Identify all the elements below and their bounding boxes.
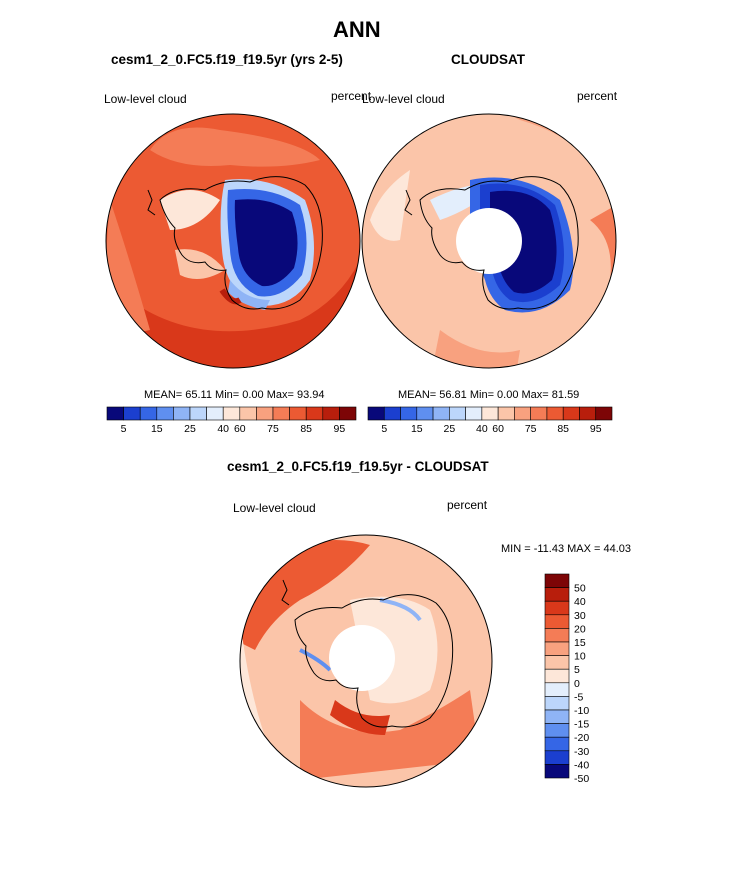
diff-variable-label: Low-level cloud [233,501,316,515]
diff-colorbar-swatch [544,764,570,779]
left-colorbar-swatch [322,406,340,421]
diff-colorbar-tick-label: -15 [574,719,589,731]
right-stats: MEAN= 56.81 Min= 0.00 Max= 81.59 [398,389,580,401]
left-colorbar-tick-label: 15 [151,423,163,435]
right-colorbar-swatch [383,406,401,421]
left-colorbar-tick-label: 85 [300,423,312,435]
right-colorbar-swatch [416,406,434,421]
left-colorbar-swatch [189,406,207,421]
diff-panel-title: cesm1_2_0.FC5.f19_f19.5yr - CLOUDSAT [227,459,489,474]
right-colorbar: 5 15 25 40 60 75 85 95 [367,406,613,435]
right-colorbar-swatch [481,406,499,421]
diff-colorbar-swatch [544,641,570,656]
left-colorbar-tick-label: 95 [334,423,346,435]
left-colorbar-tick-label: 40 [217,423,229,435]
diff-colorbar-swatch [544,736,570,752]
diff-colorbar-tick-label: 5 [574,664,580,676]
left-colorbar-swatch [256,406,274,421]
diff-colorbar-swatch [544,587,570,602]
diff-colorbar-swatch [544,614,570,629]
diff-colorbar-swatch [544,573,570,588]
diff-colorbar-swatch [544,696,570,711]
left-colorbar-swatch [222,406,241,421]
right-colorbar-tick-label: 95 [590,423,602,435]
right-colorbar-tick-label: 5 [381,423,387,435]
diff-colorbar-tick-label: 15 [574,637,586,649]
diff-units-label: percent [447,498,488,512]
left-colorbar-swatch [206,406,224,421]
right-colorbar-swatch [595,406,613,421]
diff-colorbar-tick-label: -30 [574,746,589,758]
right-colorbar-swatch [530,406,548,421]
diff-colorbar-swatch [544,668,570,684]
diff-colorbar-swatch [544,709,570,724]
left-map [105,113,361,369]
left-stats: MEAN= 65.11 Min= 0.00 Max= 93.94 [144,389,325,401]
right-colorbar-tick-label: 75 [525,423,537,435]
right-colorbar-swatch [465,406,483,421]
right-colorbar-tick-label: 85 [557,423,569,435]
diff-colorbar-swatch [544,682,570,697]
right-colorbar-swatch [400,406,418,421]
diff-colorbar-tick-label: 30 [574,610,586,622]
left-units-label: percent [331,89,372,103]
right-colorbar-tick-label: 25 [443,423,455,435]
left-colorbar-tick-label: 60 [234,423,246,435]
right-colorbar-tick-label: 60 [492,423,504,435]
right-colorbar-swatch [449,406,466,421]
right-panel-title: CLOUDSAT [451,52,525,67]
left-colorbar-swatch [339,406,357,421]
left-colorbar-tick-label: 25 [184,423,196,435]
left-colorbar-tick-label: 5 [121,423,127,435]
diff-colorbar-swatch [544,600,570,616]
left-colorbar-swatch [106,406,124,421]
diff-colorbar-tick-label: -40 [574,759,589,771]
right-colorbar-swatch [579,406,597,421]
right-colorbar-swatch [562,406,580,421]
right-units-label: percent [577,89,618,103]
right-variable-label: Low-level cloud [362,92,445,106]
left-colorbar-swatch [272,406,290,421]
left-colorbar-tick-label: 75 [267,423,279,435]
left-colorbar-swatch [173,406,191,421]
diff-colorbar-swatch [544,723,570,738]
diff-colorbar-tick-label: -10 [574,705,589,717]
right-colorbar-swatch [367,406,385,421]
left-colorbar: 5 15 25 40 60 75 85 95 [106,406,357,435]
right-colorbar-tick-label: 15 [411,423,423,435]
diff-map [239,534,493,788]
left-colorbar-swatch [139,406,158,421]
left-colorbar-swatch [239,406,257,421]
diff-colorbar-tick-label: 50 [574,583,586,595]
diff-colorbar-swatch [544,750,570,765]
main-title: ANN [333,17,381,42]
diff-colorbar-swatch [544,628,570,643]
diff-colorbar-tick-label: 0 [574,678,580,690]
right-colorbar-swatch [546,406,564,421]
left-panel-title: cesm1_2_0.FC5.f19_f19.5yr (yrs 2-5) [111,52,343,67]
left-variable-label: Low-level cloud [104,92,187,106]
diff-colorbar-swatch [544,655,570,670]
right-colorbar-swatch [514,406,531,421]
right-colorbar-swatch [497,406,515,421]
left-colorbar-swatch [123,406,141,421]
diff-minmax: MIN = -11.43 MAX = 44.03 [501,543,632,555]
diff-colorbar-tick-label: -50 [574,773,589,785]
diff-colorbar-tick-label: 40 [574,596,586,608]
right-colorbar-swatch [432,406,450,421]
diff-colorbar-tick-label: 20 [574,623,586,635]
diff-colorbar-tick-label: 10 [574,651,586,663]
right-map [361,113,617,369]
left-colorbar-swatch [289,406,307,421]
left-colorbar-swatch [156,406,174,421]
diff-colorbar-tick-label: -5 [574,691,583,703]
left-colorbar-swatch [305,406,324,421]
right-colorbar-tick-label: 40 [476,423,488,435]
diff-colorbar-tick-label: -20 [574,732,589,744]
